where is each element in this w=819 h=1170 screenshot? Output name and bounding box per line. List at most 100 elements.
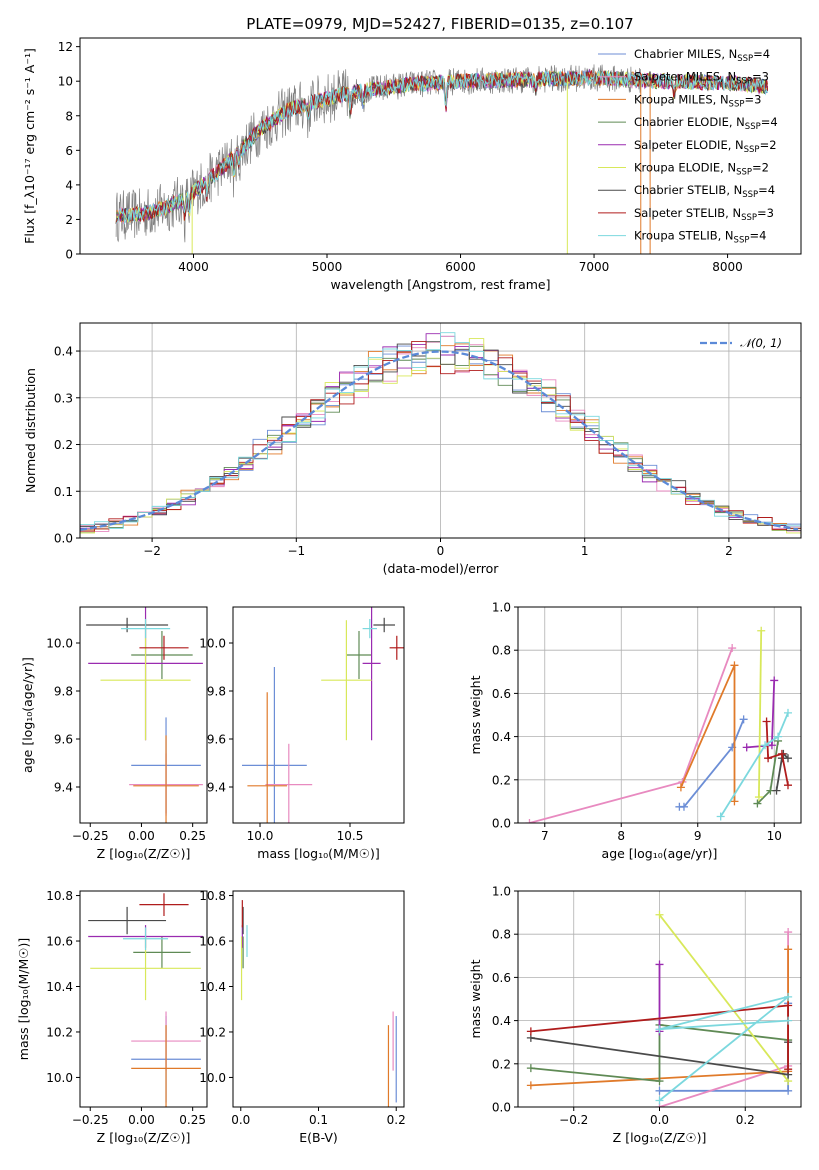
x-tick-label: 6000 bbox=[445, 260, 476, 274]
y-tick-label: 10.6 bbox=[199, 935, 226, 949]
x-tick-label: −1 bbox=[287, 544, 305, 558]
y-tick-label: 10.0 bbox=[199, 1071, 226, 1085]
legend-label-sub: SSP bbox=[737, 54, 753, 64]
legend-label-main: Chabrier MILES, N bbox=[634, 47, 737, 61]
x-axis-label: Z [log₁₀(Z/Z☉)] bbox=[97, 1130, 191, 1145]
y-tick-label: 0.6 bbox=[492, 971, 511, 985]
x-tick-label: 0.25 bbox=[179, 829, 206, 843]
legend-label-main: Kroupa ELODIE, N bbox=[634, 161, 736, 175]
x-axis-label: (data-model)/error bbox=[383, 561, 500, 576]
panel-mass-EBV: 0.0 0.1 0.2 10.0 10.2 10.4 10.6 10.8 E(B-V) bbox=[199, 889, 405, 1145]
y-tick-label: 0.0 bbox=[54, 532, 73, 546]
weight-point bbox=[742, 743, 751, 752]
x-tick-label: 1 bbox=[581, 544, 589, 558]
y-tick-label: 10 bbox=[58, 75, 73, 89]
legend-label-sub: SSP bbox=[744, 145, 760, 155]
legend-label: Chabrier STELIB, NSSP=4 bbox=[634, 183, 775, 200]
weight-series bbox=[530, 1023, 789, 1083]
legend-label-tail: =4 bbox=[753, 47, 770, 61]
axes-frame bbox=[517, 606, 802, 824]
panel-age-Z: −0.25 0.00 0.25 9.4 9.6 9.8 10.0 Z [log₁₀(Z/Z☉)… bbox=[20, 606, 208, 861]
y-tick-label: 0.2 bbox=[54, 438, 73, 452]
weight-point bbox=[783, 754, 792, 763]
x-tick-label: 4000 bbox=[178, 260, 209, 274]
weight-point bbox=[777, 749, 786, 758]
weight-point bbox=[655, 910, 664, 919]
x-tick-label: 10.5 bbox=[337, 829, 364, 843]
y-axis-label: Normed distribution bbox=[23, 368, 38, 493]
legend-label-sub: SSP bbox=[729, 99, 745, 109]
y-tick-label: 9.8 bbox=[207, 685, 226, 699]
y-axis-label: mass [log₁₀(M/M☉)] bbox=[16, 938, 31, 1060]
y-tick-label: 10.0 bbox=[46, 1071, 73, 1085]
weight-point bbox=[784, 992, 793, 1001]
legend-label-sub: SSP bbox=[734, 236, 750, 246]
x-axis-label: Z [log₁₀(Z/Z☉)] bbox=[97, 846, 191, 861]
y-tick-label: 10.2 bbox=[46, 1025, 73, 1039]
x-tick-label: 10 bbox=[767, 829, 782, 843]
x-tick-label: 0.2 bbox=[736, 1113, 755, 1127]
panel-weight-Z: −0.2 0.0 0.2 0.0 0.2 0.4 0.6 0.8 1.0 Z [log₁₀(Z/Z… bbox=[468, 885, 802, 1145]
x-axis-label: age [log₁₀(age/yr)] bbox=[602, 846, 718, 861]
x-tick-label: 2 bbox=[725, 544, 733, 558]
weight-point bbox=[784, 1065, 793, 1074]
y-tick-label: 10.6 bbox=[46, 935, 73, 949]
y-tick-label: 0.0 bbox=[492, 1101, 511, 1115]
plot-area bbox=[88, 893, 203, 1107]
weight-point bbox=[753, 799, 762, 808]
panels: 4000 5000 6000 7000 8000024681012wavelength … bbox=[16, 37, 802, 1145]
weight-series bbox=[658, 995, 789, 1102]
weight-point bbox=[525, 819, 534, 823]
model-spectrum bbox=[115, 70, 769, 225]
legend-label-main: Salpeter MILES, N bbox=[634, 70, 736, 84]
y-tick-label: 10.8 bbox=[199, 889, 226, 903]
legend-label-sub: SSP bbox=[745, 122, 761, 132]
legend-label: Salpeter MILES, NSSP=3 bbox=[634, 70, 769, 87]
weight-point bbox=[784, 1001, 793, 1010]
x-tick-label: 8 bbox=[617, 829, 625, 843]
legend-label-sub: SSP bbox=[736, 168, 752, 178]
legend-label-sub: SSP bbox=[742, 190, 758, 200]
weight-series bbox=[758, 630, 763, 798]
x-tick-label: 0.0 bbox=[650, 1113, 669, 1127]
weight-point bbox=[730, 661, 739, 670]
weight-point bbox=[783, 708, 792, 717]
y-tick-label: 0.1 bbox=[54, 485, 73, 499]
weight-point bbox=[783, 781, 792, 790]
y-tick-label: 0.2 bbox=[492, 1057, 511, 1071]
plot-area bbox=[242, 607, 404, 823]
weight-point bbox=[655, 960, 664, 969]
y-tick-label: 8 bbox=[65, 109, 73, 123]
weight-point bbox=[655, 1025, 664, 1034]
weight-point bbox=[728, 644, 737, 653]
legend-label-main: Kroupa STELIB, N bbox=[634, 229, 734, 243]
plot-area bbox=[86, 607, 203, 823]
y-tick-label: 0 bbox=[65, 248, 73, 262]
legend-label-main: Kroupa MILES, N bbox=[634, 92, 729, 106]
y-tick-label: 0.4 bbox=[54, 345, 73, 359]
figure-title: PLATE=0979, MJD=52427, FIBERID=0135, z=0… bbox=[246, 15, 633, 33]
weight-point bbox=[655, 1086, 664, 1095]
y-tick-label: 10.2 bbox=[199, 1025, 226, 1039]
y-tick-label: 0.6 bbox=[492, 687, 511, 701]
legend-label-main: Chabrier STELIB, N bbox=[634, 183, 742, 197]
weight-point bbox=[772, 786, 781, 795]
legend-label-tail: =3 bbox=[757, 206, 774, 220]
y-tick-label: 0.4 bbox=[492, 730, 511, 744]
x-axis-label: E(B-V) bbox=[299, 1130, 338, 1145]
weight-point bbox=[730, 797, 739, 806]
weight-point bbox=[764, 754, 773, 763]
y-tick-label: 10.4 bbox=[199, 980, 226, 994]
legend-label: Kroupa MILES, NSSP=3 bbox=[634, 92, 761, 109]
y-tick-label: 10.0 bbox=[46, 637, 73, 651]
axes-frame bbox=[79, 890, 208, 1108]
y-axis-label: mass weight bbox=[468, 959, 483, 1038]
axes-frame bbox=[79, 322, 802, 539]
plot-area bbox=[518, 891, 801, 1107]
y-tick-label: 12 bbox=[58, 40, 73, 54]
weight-series bbox=[680, 664, 736, 802]
axes-frame bbox=[79, 37, 802, 255]
y-axis-label: age [log₁₀(age/yr)] bbox=[20, 657, 35, 773]
